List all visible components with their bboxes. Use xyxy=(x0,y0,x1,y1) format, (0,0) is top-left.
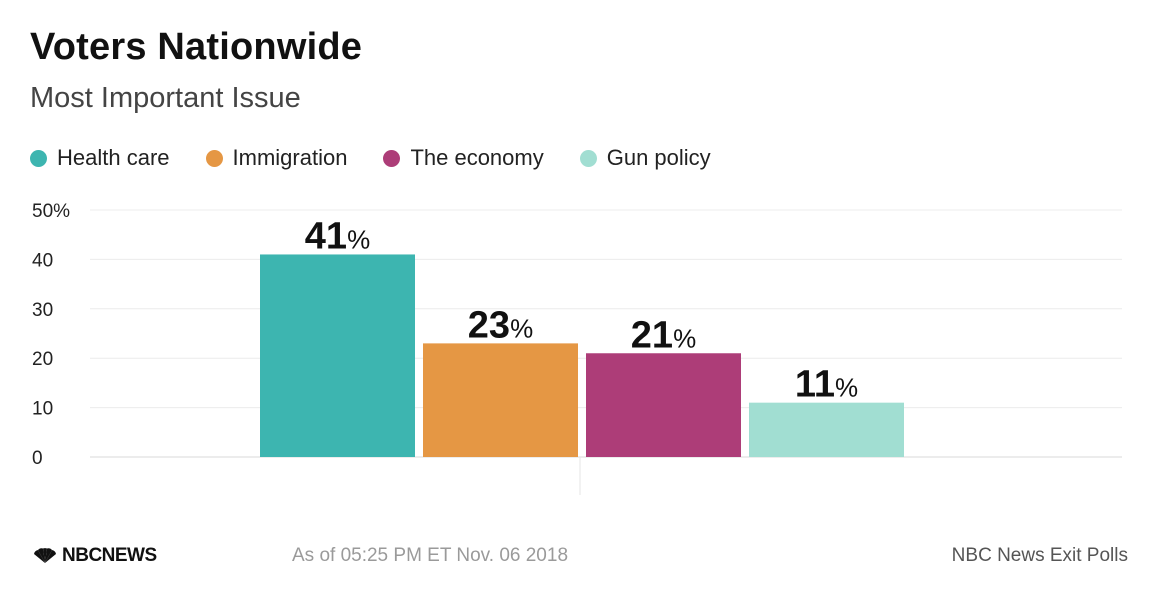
data-label: 41% xyxy=(305,215,370,257)
bar xyxy=(749,402,904,457)
nbc-news-logo: NBCNEWS xyxy=(32,545,157,567)
legend-label: Health care xyxy=(57,145,170,170)
legend-swatch xyxy=(30,149,47,167)
legend-label: Gun policy xyxy=(606,145,711,170)
timestamp: As of 05:25 PM ET Nov. 06 2018 xyxy=(292,545,569,566)
legend-swatch xyxy=(383,149,401,167)
bar xyxy=(586,353,741,457)
data-label: 23% xyxy=(468,304,533,346)
y-tick-label: 10 xyxy=(32,399,53,420)
legend-item-gun-policy: Gun policy xyxy=(579,145,711,171)
y-tick-label: 30 xyxy=(32,300,53,321)
y-tick-label: 0 xyxy=(32,448,43,469)
legend-item-immigration: Immigration xyxy=(205,145,348,171)
y-tick-label: 50% xyxy=(32,201,70,222)
logo-text: NBCNEWS xyxy=(62,545,157,566)
legend: Health care Immigration The economy Gun … xyxy=(30,145,747,171)
y-tick-label: 40 xyxy=(32,250,53,271)
chart-subtitle: Most Important Issue xyxy=(30,82,301,114)
legend-item-health-care: Health care xyxy=(30,145,170,171)
bar xyxy=(260,254,415,457)
legend-swatch xyxy=(205,149,223,167)
legend-label: The economy xyxy=(410,145,544,170)
bar-chart: 0 10 20 30 40 50% 41% 23% 21% 11% xyxy=(32,201,1122,495)
bar xyxy=(423,343,578,457)
legend-swatch xyxy=(579,149,597,167)
legend-label: Immigration xyxy=(232,145,348,170)
data-label: 11% xyxy=(795,364,858,406)
peacock-icon xyxy=(34,548,56,563)
chart-title: Voters Nationwide xyxy=(30,26,363,68)
legend-item-economy: The economy xyxy=(383,145,544,171)
y-tick-label: 20 xyxy=(32,349,53,370)
data-label: 21% xyxy=(631,314,696,356)
source-credit: NBC News Exit Polls xyxy=(951,545,1128,566)
